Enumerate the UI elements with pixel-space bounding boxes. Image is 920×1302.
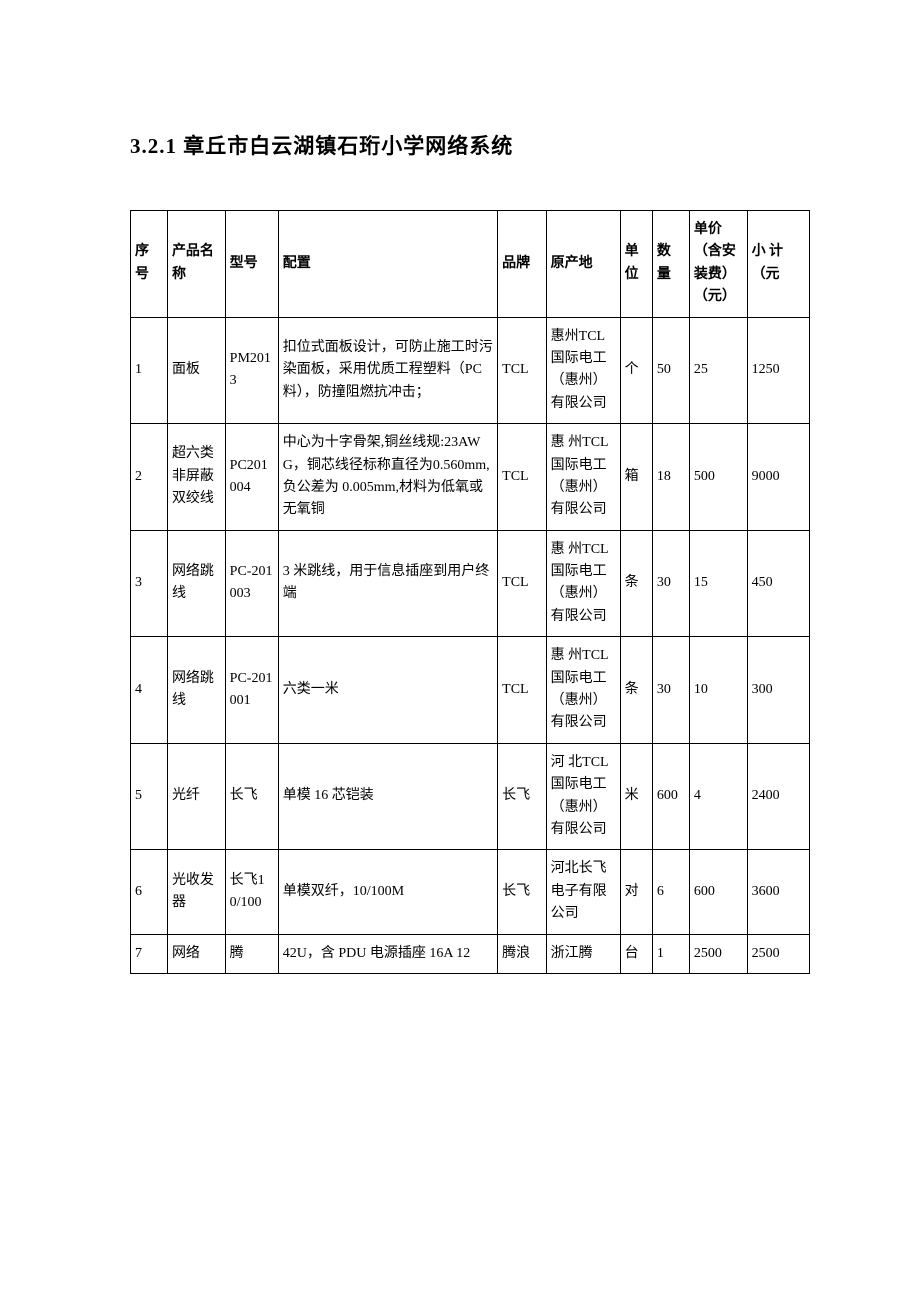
cell-subtotal: 450: [747, 530, 809, 637]
cell-spec: 单模双纤，10/100M: [278, 850, 497, 934]
table-row: 4网络跳线PC-201001六类一米TCL惠 州TCL 国际电工（惠州）有限公司…: [131, 637, 810, 744]
cell-price: 10: [689, 637, 747, 744]
cell-model: PC201004: [225, 424, 278, 531]
cell-spec: 六类一米: [278, 637, 497, 744]
cell-model: PC-201001: [225, 637, 278, 744]
cell-subtotal: 1250: [747, 317, 809, 424]
cell-spec: 扣位式面板设计，可防止施工时污染面板，采用优质工程塑料（PC 料），防撞阻燃抗冲…: [278, 317, 497, 424]
document-page: 3.2.1 章丘市白云湖镇石珩小学网络系统 序号 产品名称 型号 配置 品牌 原…: [0, 0, 920, 1014]
cell-subtotal: 2500: [747, 934, 809, 973]
cell-qty: 30: [652, 637, 689, 744]
cell-qty: 6: [652, 850, 689, 934]
cell-spec: 单模 16 芯铠装: [278, 743, 497, 850]
cell-origin: 河北长飞电子有限公司: [546, 850, 620, 934]
cell-spec: 3 米跳线，用于信息插座到用户终端: [278, 530, 497, 637]
cell-subtotal: 9000: [747, 424, 809, 531]
cell-seq: 5: [131, 743, 168, 850]
cell-origin: 惠 州TCL 国际电工（惠州）有限公司: [546, 424, 620, 531]
cell-subtotal: 2400: [747, 743, 809, 850]
cell-unit: 台: [620, 934, 652, 973]
header-origin: 原产地: [546, 211, 620, 318]
table-row: 6光收发器长飞10/100单模双纤，10/100M长飞河北长飞电子有限公司对66…: [131, 850, 810, 934]
table-row: 5光纤长飞单模 16 芯铠装长飞河 北TCL 国际电工（惠州）有限公司米6004…: [131, 743, 810, 850]
cell-name: 光纤: [167, 743, 225, 850]
cell-price: 15: [689, 530, 747, 637]
cell-seq: 2: [131, 424, 168, 531]
cell-name: 网络跳线: [167, 637, 225, 744]
cell-qty: 1: [652, 934, 689, 973]
cell-name: 光收发器: [167, 850, 225, 934]
cell-origin: 河 北TCL 国际电工（惠州）有限公司: [546, 743, 620, 850]
cell-model: 长飞: [225, 743, 278, 850]
equipment-table: 序号 产品名称 型号 配置 品牌 原产地 单位 数量 单价（含安装费）（元） 小…: [130, 210, 810, 974]
cell-seq: 6: [131, 850, 168, 934]
cell-model: PC-201003: [225, 530, 278, 637]
cell-qty: 600: [652, 743, 689, 850]
cell-qty: 18: [652, 424, 689, 531]
cell-brand: 腾浪: [498, 934, 547, 973]
cell-seq: 3: [131, 530, 168, 637]
header-spec: 配置: [278, 211, 497, 318]
cell-unit: 箱: [620, 424, 652, 531]
table-body: 1面板PM2013扣位式面板设计，可防止施工时污染面板，采用优质工程塑料（PC …: [131, 317, 810, 973]
cell-unit: 米: [620, 743, 652, 850]
header-price: 单价（含安装费）（元）: [689, 211, 747, 318]
cell-model: PM2013: [225, 317, 278, 424]
cell-spec: 中心为十字骨架,铜丝线规:23AWG，铜芯线径标称直径为0.560mm,负公差为…: [278, 424, 497, 531]
cell-unit: 对: [620, 850, 652, 934]
cell-seq: 1: [131, 317, 168, 424]
cell-price: 600: [689, 850, 747, 934]
table-header-row: 序号 产品名称 型号 配置 品牌 原产地 单位 数量 单价（含安装费）（元） 小…: [131, 211, 810, 318]
cell-name: 网络跳线: [167, 530, 225, 637]
cell-origin: 浙江腾: [546, 934, 620, 973]
cell-unit: 条: [620, 530, 652, 637]
cell-brand: 长飞: [498, 743, 547, 850]
header-model: 型号: [225, 211, 278, 318]
cell-price: 500: [689, 424, 747, 531]
cell-brand: TCL: [498, 317, 547, 424]
cell-origin: 惠 州TCL 国际电工（惠州）有限公司: [546, 637, 620, 744]
header-seq: 序号: [131, 211, 168, 318]
table-row: 1面板PM2013扣位式面板设计，可防止施工时污染面板，采用优质工程塑料（PC …: [131, 317, 810, 424]
table-row: 2超六类非屏蔽双绞线PC201004中心为十字骨架,铜丝线规:23AWG，铜芯线…: [131, 424, 810, 531]
cell-price: 2500: [689, 934, 747, 973]
cell-subtotal: 3600: [747, 850, 809, 934]
cell-model: 腾: [225, 934, 278, 973]
cell-origin: 惠州TCL 国际电工（惠州）有限公司: [546, 317, 620, 424]
cell-seq: 4: [131, 637, 168, 744]
section-title: 3.2.1 章丘市白云湖镇石珩小学网络系统: [130, 130, 810, 160]
cell-brand: 长飞: [498, 850, 547, 934]
cell-name: 面板: [167, 317, 225, 424]
cell-brand: TCL: [498, 637, 547, 744]
cell-qty: 30: [652, 530, 689, 637]
cell-unit: 条: [620, 637, 652, 744]
cell-model: 长飞10/100: [225, 850, 278, 934]
cell-origin: 惠 州TCL 国际电工（惠州）有限公司: [546, 530, 620, 637]
cell-unit: 个: [620, 317, 652, 424]
cell-brand: TCL: [498, 530, 547, 637]
table-row: 7网络腾42U，含 PDU 电源插座 16A 12腾浪浙江腾台125002500: [131, 934, 810, 973]
header-brand: 品牌: [498, 211, 547, 318]
cell-qty: 50: [652, 317, 689, 424]
cell-subtotal: 300: [747, 637, 809, 744]
table-row: 3网络跳线PC-2010033 米跳线，用于信息插座到用户终端TCL惠 州TCL…: [131, 530, 810, 637]
cell-seq: 7: [131, 934, 168, 973]
cell-brand: TCL: [498, 424, 547, 531]
cell-spec: 42U，含 PDU 电源插座 16A 12: [278, 934, 497, 973]
header-subtotal: 小 计（元: [747, 211, 809, 318]
cell-price: 25: [689, 317, 747, 424]
header-name: 产品名称: [167, 211, 225, 318]
cell-name: 超六类非屏蔽双绞线: [167, 424, 225, 531]
header-qty: 数量: [652, 211, 689, 318]
cell-name: 网络: [167, 934, 225, 973]
header-unit: 单位: [620, 211, 652, 318]
cell-price: 4: [689, 743, 747, 850]
